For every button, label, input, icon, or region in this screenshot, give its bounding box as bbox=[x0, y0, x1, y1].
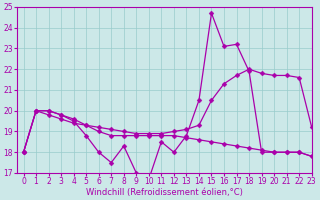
X-axis label: Windchill (Refroidissement éolien,°C): Windchill (Refroidissement éolien,°C) bbox=[86, 188, 243, 197]
